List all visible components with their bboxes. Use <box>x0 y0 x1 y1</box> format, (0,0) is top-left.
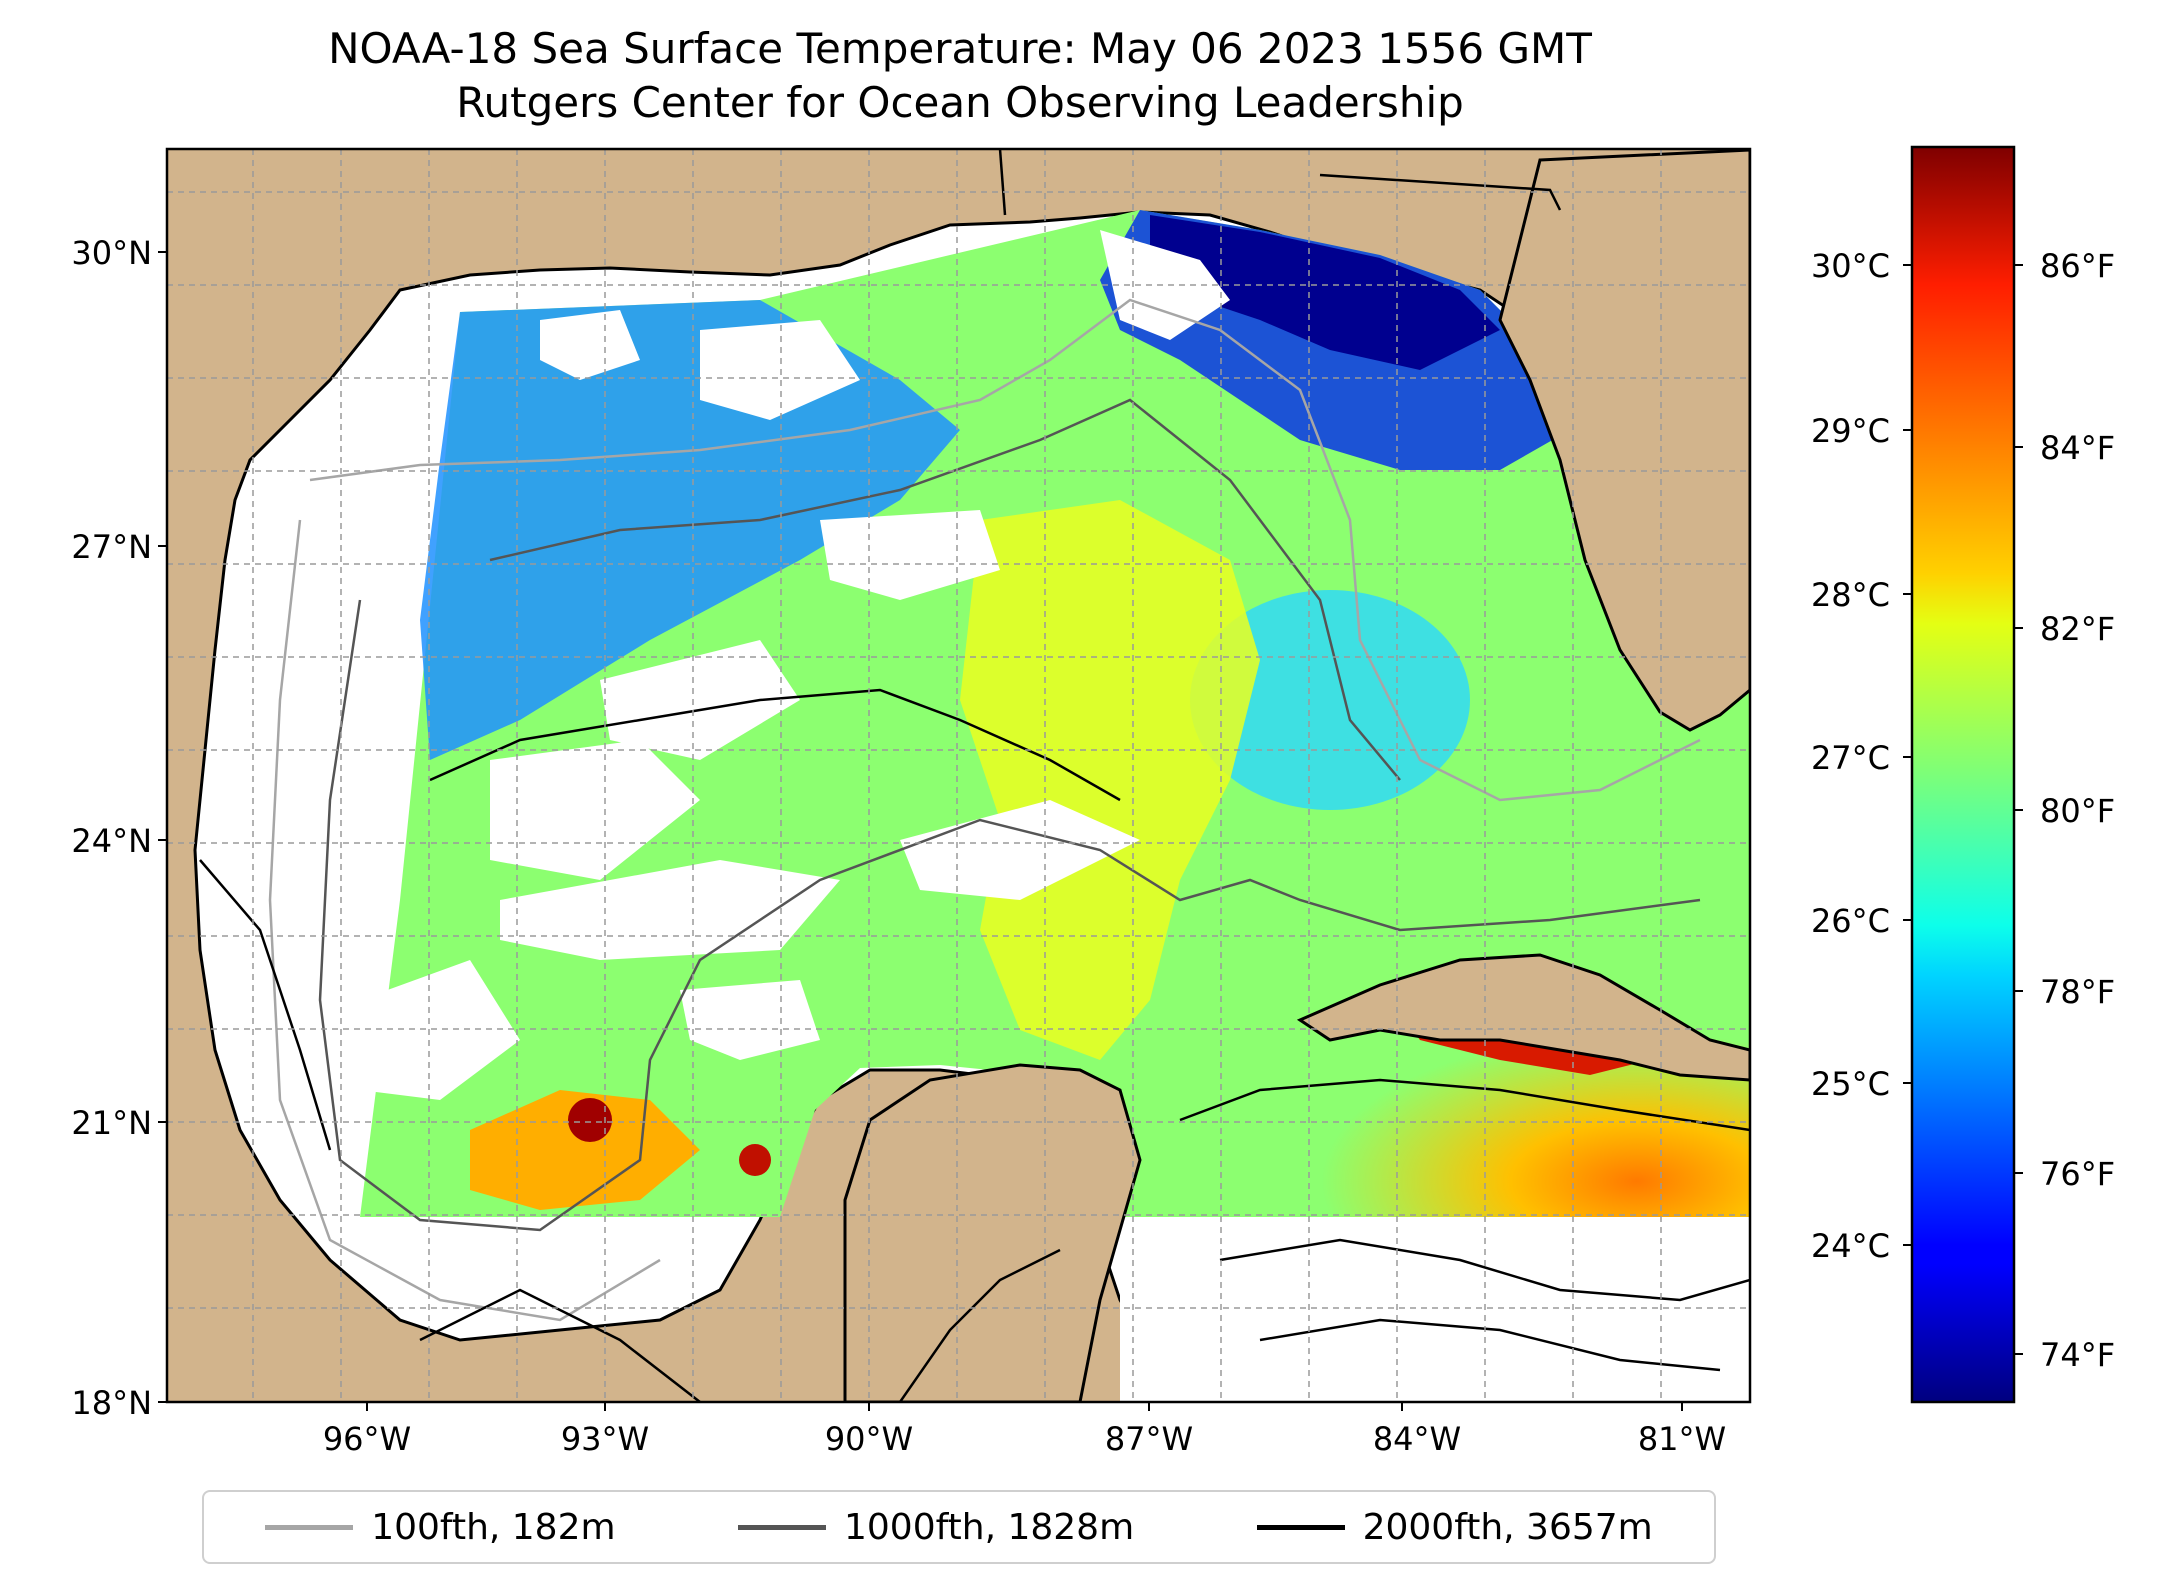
lat-label: 24°N <box>71 822 152 860</box>
fahrenheit-label: 74°F <box>2040 1336 2115 1374</box>
legend-label: 100fth, 182m <box>371 1506 616 1548</box>
sst-eddy <box>1190 590 1470 810</box>
cloud-gaps <box>360 230 1230 1100</box>
colorbar <box>1910 145 2016 1404</box>
sst-very-cold-region <box>1150 215 1500 370</box>
lon-label: 93°W <box>561 1420 649 1458</box>
legend-item: 100fth, 182m <box>265 1506 616 1548</box>
legend-item: 1000fth, 1828m <box>737 1506 1135 1548</box>
map-area <box>167 149 1750 1402</box>
lat-label: 21°N <box>71 1104 152 1142</box>
lat-label: 18°N <box>71 1384 152 1422</box>
lon-label: 96°W <box>323 1420 411 1458</box>
sst-hot-spot <box>739 1144 771 1176</box>
fahrenheit-label: 82°F <box>2040 610 2115 648</box>
contour-legend: 100fth, 182m 1000fth, 1828m 2000fth, 365… <box>202 1490 1716 1564</box>
celsius-label: 29°C <box>1811 412 1890 450</box>
lon-label: 84°W <box>1373 1420 1461 1458</box>
celsius-label: 30°C <box>1811 247 1890 285</box>
fahrenheit-label: 84°F <box>2040 429 2115 467</box>
longitude-labels: 96°W 93°W 90°W 87°W 84°W 81°W <box>323 1420 1726 1458</box>
latitude-labels: 30°N 27°N 24°N 21°N 18°N <box>71 234 152 1422</box>
legend-line-2000fth <box>1256 1524 1345 1530</box>
boundaries <box>199 149 1562 1402</box>
sst-hot-spot <box>568 1098 612 1142</box>
cuba-land <box>1296 953 1750 1082</box>
celsius-label: 27°C <box>1811 739 1890 777</box>
fahrenheit-ticks <box>2014 264 2023 1355</box>
fahrenheit-label: 80°F <box>2040 792 2115 830</box>
lon-label: 87°W <box>1105 1420 1193 1458</box>
bathymetry-contours <box>268 298 1750 1372</box>
legend-label: 1000fth, 1828m <box>843 1506 1135 1548</box>
celsius-label: 24°C <box>1811 1227 1890 1265</box>
legend-item: 2000fth, 3657m <box>1256 1506 1653 1548</box>
legend-line-1000fth <box>737 1524 826 1530</box>
celsius-label: 25°C <box>1811 1065 1890 1103</box>
lon-label: 90°W <box>825 1420 913 1458</box>
legend-label: 2000fth, 3657m <box>1362 1506 1653 1548</box>
celsius-label: 28°C <box>1811 576 1890 614</box>
lon-label: 81°W <box>1638 1420 1726 1458</box>
map-subtitle: Rutgers Center for Ocean Observing Leade… <box>456 78 1464 127</box>
legend-line-100fth <box>265 1524 354 1530</box>
celsius-labels: 30°C 29°C 28°C 27°C 26°C 25°C 24°C <box>1811 247 1890 1265</box>
fahrenheit-label: 78°F <box>2040 973 2115 1011</box>
sst-warm-sw <box>470 1090 700 1210</box>
no-data-band <box>1120 1217 1750 1402</box>
map-title: NOAA-18 Sea Surface Temperature: May 06 … <box>328 24 1592 73</box>
celsius-label: 26°C <box>1811 902 1890 940</box>
sst-loop-current <box>960 500 1260 1060</box>
celsius-ticks <box>1903 264 1912 1246</box>
fahrenheit-label: 76°F <box>2040 1155 2115 1193</box>
axis-ticks <box>158 251 1683 1411</box>
fahrenheit-label: 86°F <box>2040 247 2115 285</box>
florida-land <box>1498 149 1750 732</box>
lat-label: 30°N <box>71 234 152 272</box>
yucatan-land <box>843 1063 1142 1402</box>
fahrenheit-labels: 86°F 84°F 82°F 80°F 78°F 76°F 74°F <box>2040 247 2115 1374</box>
lat-label: 27°N <box>71 528 152 566</box>
map-frame <box>165 147 1752 1404</box>
sst-cool-band <box>420 300 960 760</box>
